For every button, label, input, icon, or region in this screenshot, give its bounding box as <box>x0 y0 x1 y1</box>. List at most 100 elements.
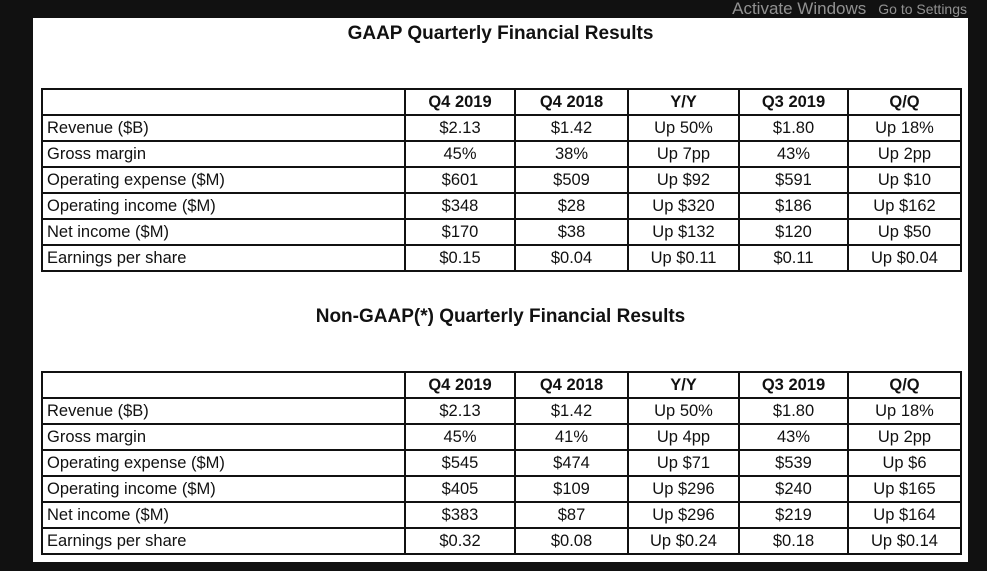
table-row: Revenue ($B) $2.13 $1.42 Up 50% $1.80 Up 18% <box>41 114 962 142</box>
table-cell: Up $10 <box>847 166 962 194</box>
table-cell: Up $164 <box>847 501 962 529</box>
table-cell: $0.08 <box>514 527 629 555</box>
table-cell: Up 2pp <box>847 140 962 168</box>
column-header: Q3 2019 <box>738 88 849 116</box>
table-cell: 43% <box>738 140 849 168</box>
table-cell: $601 <box>404 166 516 194</box>
financial-results-sheet: GAAP Quarterly Financial Results Q4 2019… <box>33 18 968 562</box>
row-label: Revenue ($B) <box>41 114 406 142</box>
table-cell: $2.13 <box>404 397 516 425</box>
table-cell: Up $296 <box>627 475 740 503</box>
table-row: Revenue ($B) $2.13 $1.42 Up 50% $1.80 Up 18% <box>41 397 962 425</box>
row-label: Earnings per share <box>41 244 406 272</box>
row-label: Net income ($M) <box>41 501 406 529</box>
table-cell: Up 50% <box>627 114 740 142</box>
table-cell: Up 4pp <box>627 423 740 451</box>
table-cell: 38% <box>514 140 629 168</box>
windows-activation-watermark: Activate Windows Go to Settings <box>732 0 967 18</box>
column-header: Y/Y <box>627 88 740 116</box>
table-cell: $109 <box>514 475 629 503</box>
table-cell: Up $165 <box>847 475 962 503</box>
column-header: Y/Y <box>627 371 740 399</box>
table-cell: $240 <box>738 475 849 503</box>
row-label: Operating income ($M) <box>41 192 406 220</box>
table-row: Net income ($M) $170 $38 Up $132 $120 Up $50 <box>41 218 962 246</box>
table-cell: $539 <box>738 449 849 477</box>
column-header: Q/Q <box>847 371 962 399</box>
table-cell: $0.32 <box>404 527 516 555</box>
table-cell: Up $0.24 <box>627 527 740 555</box>
table-cell: $120 <box>738 218 849 246</box>
table-cell: Up 50% <box>627 397 740 425</box>
table-cell: $219 <box>738 501 849 529</box>
row-label: Earnings per share <box>41 527 406 555</box>
table-cell: Up 2pp <box>847 423 962 451</box>
table-cell: $474 <box>514 449 629 477</box>
table-cell: $1.80 <box>738 114 849 142</box>
row-label: Operating expense ($M) <box>41 449 406 477</box>
column-header <box>41 88 406 116</box>
table-cell: $2.13 <box>404 114 516 142</box>
table-cell: $545 <box>404 449 516 477</box>
table-cell: Up $0.04 <box>847 244 962 272</box>
header-row: Q4 2019 Q4 2018 Y/Y Q3 2019 Q/Q <box>41 88 962 116</box>
table-cell: Up 18% <box>847 114 962 142</box>
table-cell: Up $132 <box>627 218 740 246</box>
table-row: Operating expense ($M) $601 $509 Up $92 $591… <box>41 166 962 194</box>
column-header: Q4 2019 <box>404 88 516 116</box>
table-cell: $38 <box>514 218 629 246</box>
column-header: Q4 2019 <box>404 371 516 399</box>
table-cell: Up $162 <box>847 192 962 220</box>
table-cell: $0.15 <box>404 244 516 272</box>
table-cell: $348 <box>404 192 516 220</box>
table-cell: $0.18 <box>738 527 849 555</box>
table-cell: Up $71 <box>627 449 740 477</box>
table-cell: Up $0.11 <box>627 244 740 272</box>
table-cell: Up $92 <box>627 166 740 194</box>
table-row: Earnings per share $0.15 $0.04 Up $0.11 $0.1… <box>41 244 962 272</box>
row-label: Net income ($M) <box>41 218 406 246</box>
table-cell: Up 18% <box>847 397 962 425</box>
table-cell: $186 <box>738 192 849 220</box>
activate-windows-watermark: Activate Windows <box>732 0 867 18</box>
table-cell: Up $320 <box>627 192 740 220</box>
row-label: Operating income ($M) <box>41 475 406 503</box>
table-cell: $1.80 <box>738 397 849 425</box>
table-row: Operating income ($M) $405 $109 Up $296 $240… <box>41 475 962 503</box>
table-row: Net income ($M) $383 $87 Up $296 $219 Up $164 <box>41 501 962 529</box>
header-row: Q4 2019 Q4 2018 Y/Y Q3 2019 Q/Q <box>41 371 962 399</box>
table-row: Gross margin 45% 38% Up 7pp 43% Up 2pp <box>41 140 962 168</box>
table-cell: $383 <box>404 501 516 529</box>
table-cell: Up $50 <box>847 218 962 246</box>
table-cell: $509 <box>514 166 629 194</box>
table-cell: $405 <box>404 475 516 503</box>
table-cell: $0.04 <box>514 244 629 272</box>
column-header: Q/Q <box>847 88 962 116</box>
table-cell: $1.42 <box>514 114 629 142</box>
table-cell: Up $6 <box>847 449 962 477</box>
row-label: Operating expense ($M) <box>41 166 406 194</box>
table-row: Operating income ($M) $348 $28 Up $320 $186 U… <box>41 192 962 220</box>
column-header: Q4 2018 <box>514 371 629 399</box>
column-header: Q4 2018 <box>514 88 629 116</box>
row-label: Gross margin <box>41 140 406 168</box>
row-label: Gross margin <box>41 423 406 451</box>
table-cell: $87 <box>514 501 629 529</box>
table-cell: 45% <box>404 140 516 168</box>
table-cell: $170 <box>404 218 516 246</box>
gaap-title: GAAP Quarterly Financial Results <box>347 23 654 44</box>
column-header <box>41 371 406 399</box>
column-header: Q3 2019 <box>738 371 849 399</box>
table-cell: Up $296 <box>627 501 740 529</box>
table-row: Gross margin 45% 41% Up 4pp 43% Up 2pp <box>41 423 962 451</box>
gaap-table: Q4 2019 Q4 2018 Y/Y Q3 2019 Q/Q Revenue ($B) $… <box>41 88 962 272</box>
table-cell: 43% <box>738 423 849 451</box>
table-cell: Up $0.14 <box>847 527 962 555</box>
table-cell: $1.42 <box>514 397 629 425</box>
row-label: Revenue ($B) <box>41 397 406 425</box>
go-to-settings-link[interactable]: Go to Settings <box>878 1 967 17</box>
non-gaap-table: Q4 2019 Q4 2018 Y/Y Q3 2019 Q/Q Revenue ($B) $… <box>41 371 962 555</box>
non-gaap-title: Non-GAAP(*) Quarterly Financial Results <box>315 306 686 327</box>
table-cell: $28 <box>514 192 629 220</box>
table-cell: $0.11 <box>738 244 849 272</box>
